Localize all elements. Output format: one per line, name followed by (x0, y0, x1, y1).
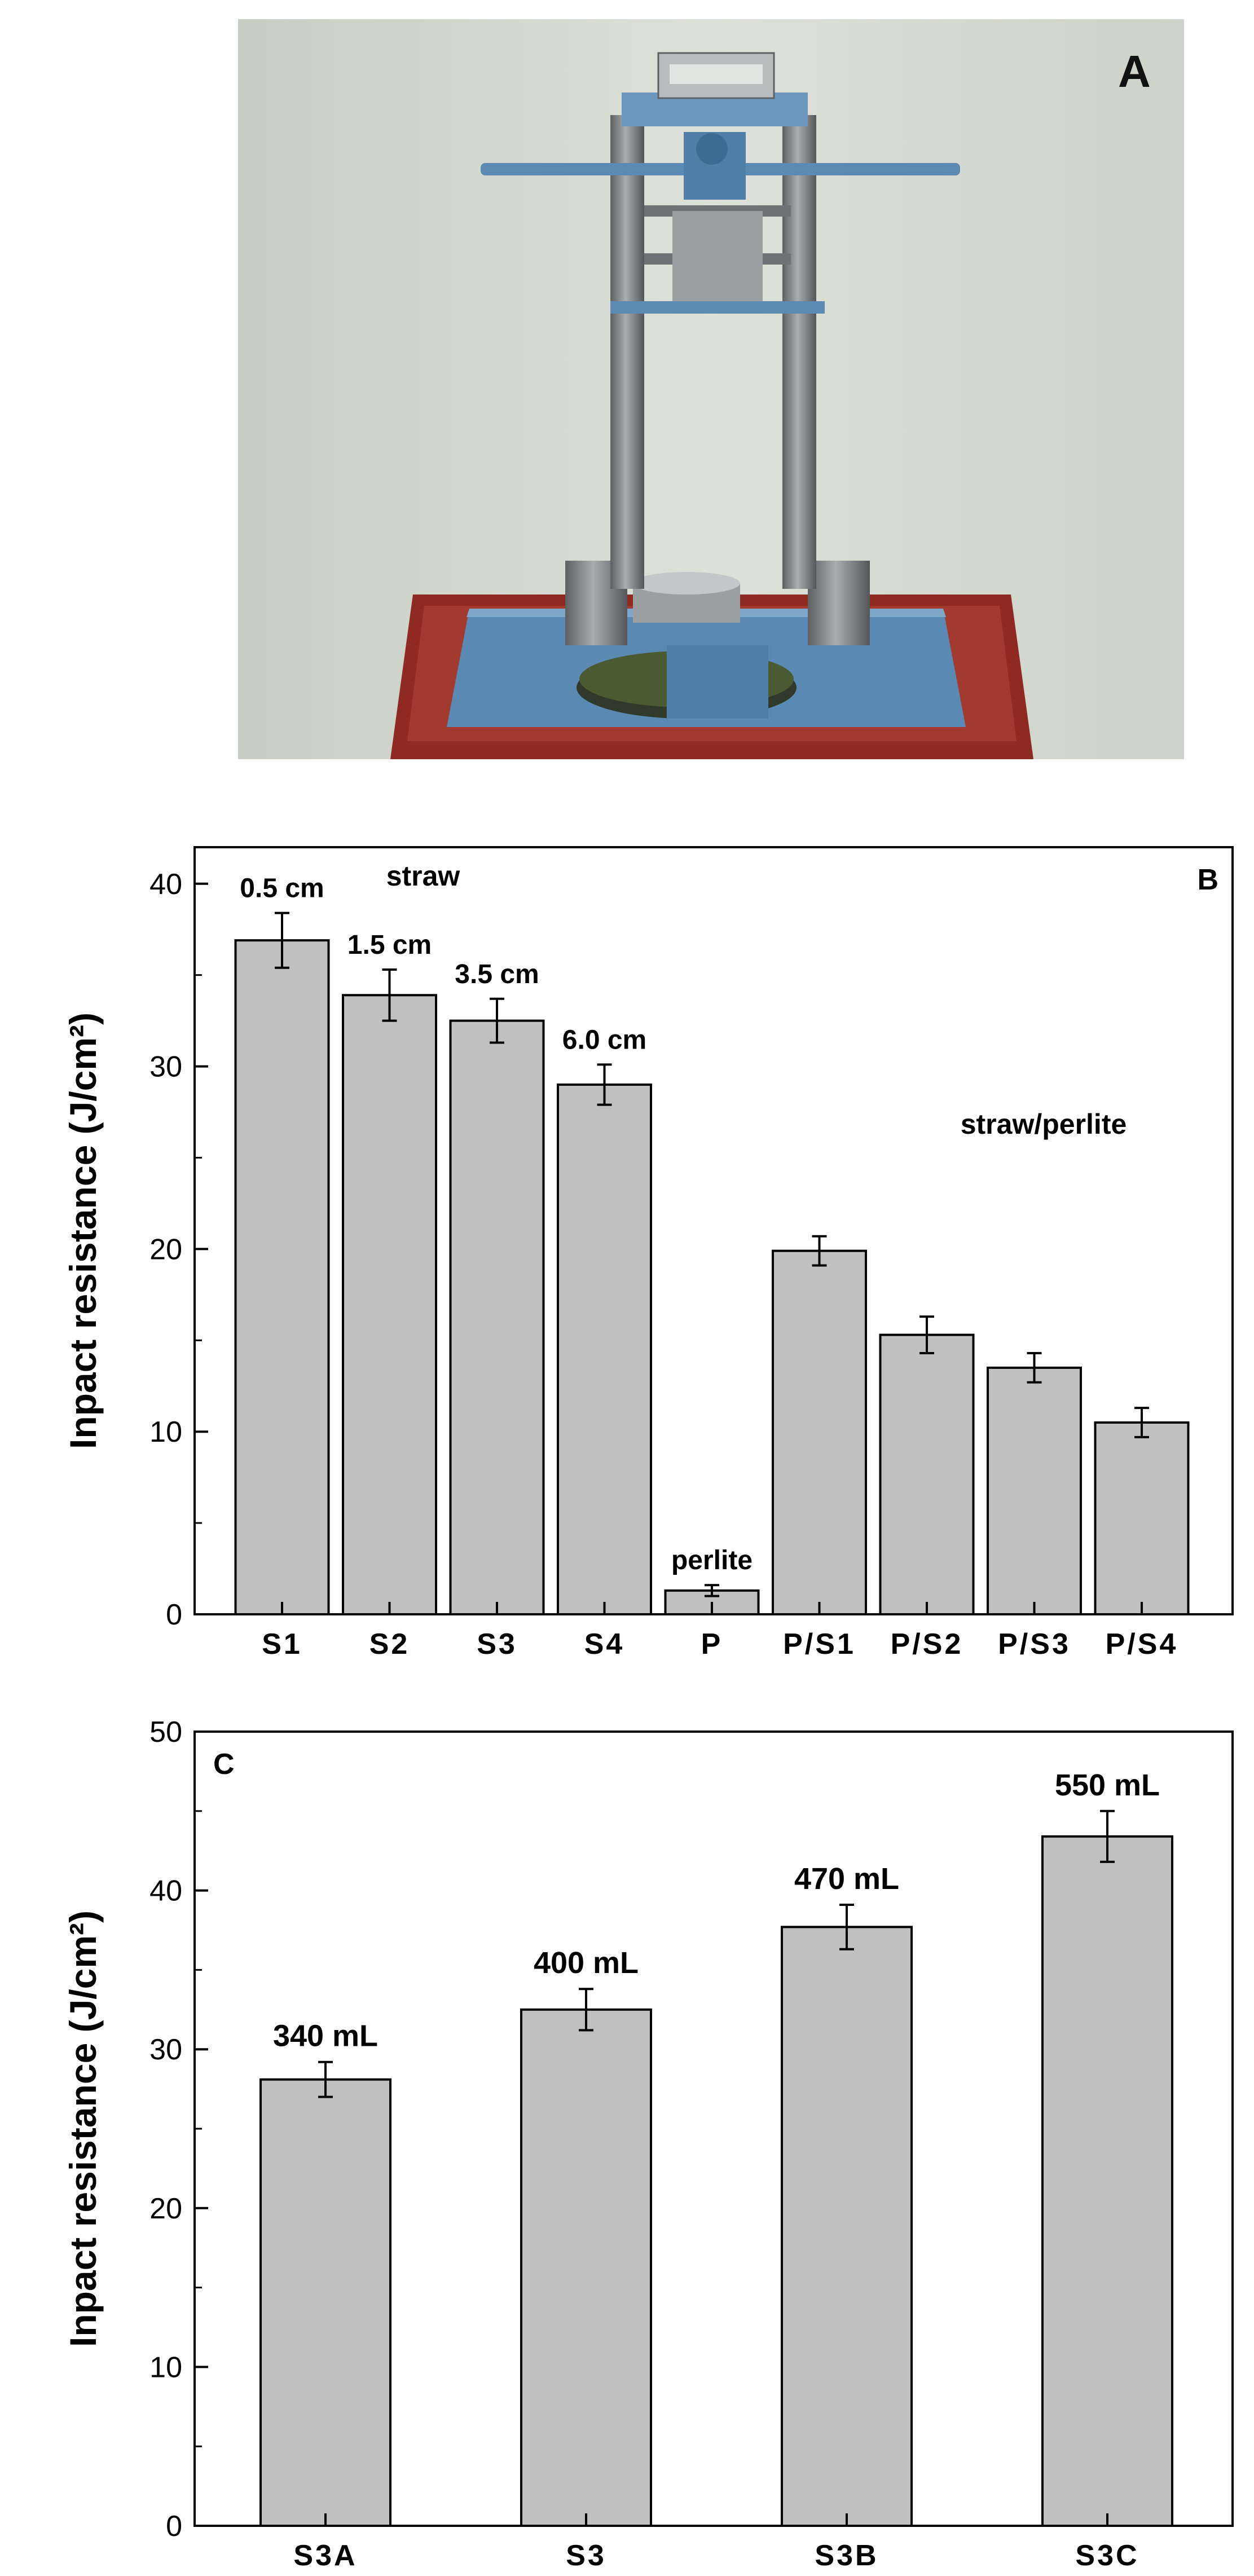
bar-label: 0.5 cm (240, 874, 324, 904)
bar (1094, 1421, 1190, 1615)
y-tick-label: 20 (149, 2192, 182, 2225)
bar (1041, 1835, 1173, 2527)
bar (259, 2078, 391, 2527)
y-tick-label: 40 (149, 1875, 182, 1908)
x-tick-label: P/S3 (998, 1628, 1071, 1661)
x-tick-label: S3 (477, 1628, 517, 1661)
bar-label: 1.5 cm (347, 930, 432, 960)
x-tick-label: P (701, 1628, 723, 1661)
bar-label: 340 mL (273, 2019, 378, 2053)
x-tick-label: S4 (584, 1628, 625, 1661)
x-tick-label: S3C (1075, 2539, 1139, 2572)
bar-label: 3.5 cm (455, 959, 539, 989)
y-tick-label: 40 (149, 868, 182, 901)
panel-label: B (1197, 864, 1218, 896)
y-tick-label: 20 (149, 1233, 182, 1266)
bar (234, 939, 330, 1616)
meter-box (657, 52, 775, 99)
y-tick-label: 0 (166, 2510, 182, 2543)
bar-label: perlite (671, 1545, 753, 1575)
bar-label: 6.0 cm (562, 1025, 646, 1055)
y-axis-label: Inpact resistance (J/cm²) (62, 1910, 104, 2347)
bar (879, 1333, 975, 1615)
x-tick-label: S3A (293, 2539, 357, 2572)
bar-label: 470 mL (794, 1862, 899, 1896)
y-tick-label: 50 (149, 1716, 182, 1749)
x-tick-label: S3B (815, 2539, 878, 2572)
y-tick-label: 10 (149, 2351, 182, 2384)
bar (772, 1249, 867, 1615)
x-tick-label: P/S2 (891, 1628, 963, 1661)
upper-frame (481, 93, 960, 314)
left-pillar (610, 115, 644, 589)
annotation: straw/perlite (961, 1108, 1127, 1140)
panel-label-a: A (1118, 46, 1151, 96)
y-tick-label: 0 (166, 1599, 182, 1631)
x-tick-label: S3 (566, 2539, 606, 2572)
x-tick-label: S1 (262, 1628, 302, 1661)
x-tick-label: S2 (369, 1628, 410, 1661)
apparatus-photo: A (238, 19, 1184, 759)
right-foot (808, 561, 870, 645)
right-pillar (782, 115, 816, 589)
x-tick-label: P/S1 (783, 1628, 856, 1661)
bar (449, 1019, 545, 1616)
bar-label: 550 mL (1055, 1768, 1160, 1802)
panel-label: C (213, 1748, 235, 1781)
annotation: straw (386, 860, 460, 892)
specimen-holder (577, 572, 797, 719)
bar (557, 1083, 652, 1615)
chart-c: 0 10 20 30 40 50 Inpact resistance (J/cm²) S3A 3… (62, 1716, 1234, 2572)
y-axis-label: Inpact resistance (J/cm²) (62, 1012, 104, 1449)
bar (520, 2008, 652, 2527)
y-tick-label: 30 (149, 1051, 182, 1084)
chart-b: 0 10 20 30 40 Inpact resistance (J/cm²) S1 0.5 … (62, 846, 1234, 1661)
y-tick-label: 30 (149, 2033, 182, 2066)
x-tick-label: P/S4 (1106, 1628, 1178, 1661)
bar (987, 1366, 1082, 1615)
bar-label: 400 mL (534, 1946, 639, 1980)
bar (342, 994, 437, 1615)
bar (781, 1926, 913, 2527)
y-tick-label: 10 (149, 1416, 182, 1448)
